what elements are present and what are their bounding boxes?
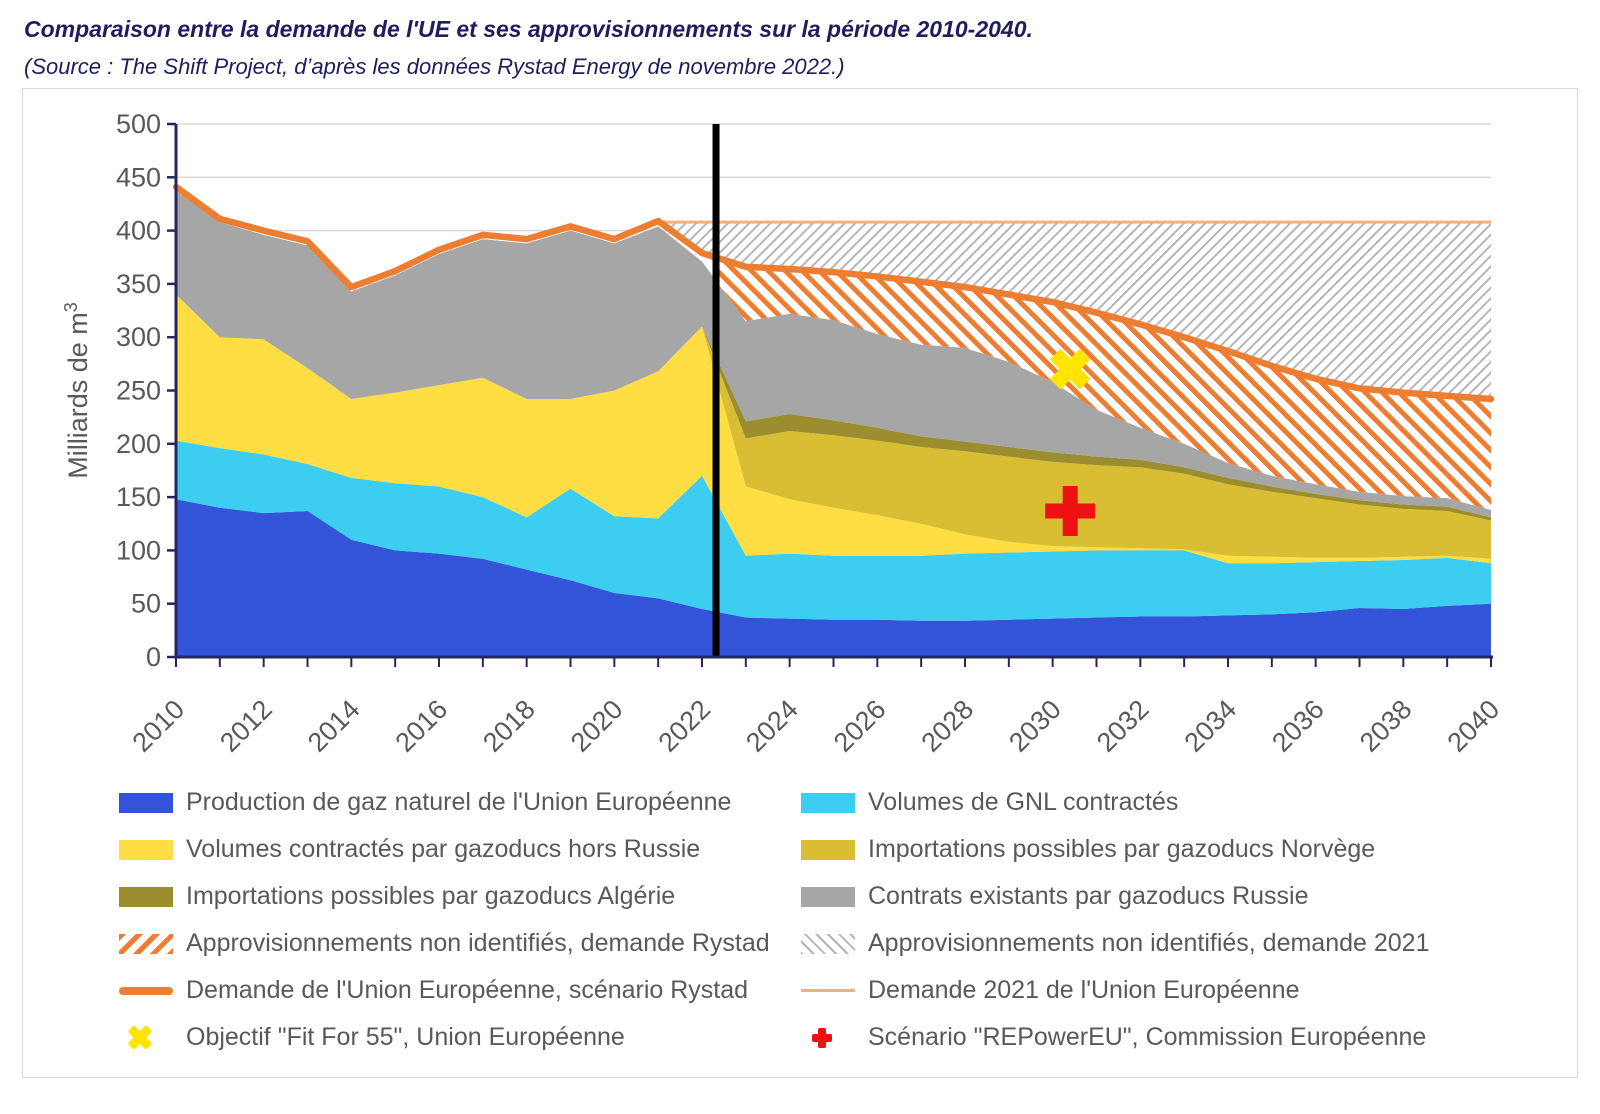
svg-text:150: 150 xyxy=(116,482,161,512)
svg-text:2030: 2030 xyxy=(1003,694,1067,758)
legend-item-9: Demande 2021 de l'Union Européenne xyxy=(801,976,1577,1005)
x-marker-icon xyxy=(119,1025,173,1050)
area-production_ue xyxy=(176,499,1491,657)
legend-item-3: Importations possibles par gazoducs Norv… xyxy=(801,835,1577,864)
legend-item-2: Volumes contractés par gazoducs hors Rus… xyxy=(119,835,801,864)
legend: Production de gaz naturel de l'Union Eur… xyxy=(23,779,1577,1061)
legend-swatch-icon xyxy=(801,933,855,954)
svg-text:2032: 2032 xyxy=(1091,694,1155,758)
area-gazoducs_hors_russie xyxy=(176,294,1491,564)
area-gazoducs_norvege xyxy=(176,294,1491,559)
svg-text:50: 50 xyxy=(131,589,161,619)
legend-swatch-icon xyxy=(119,933,173,954)
svg-text:2038: 2038 xyxy=(1354,694,1418,758)
legend-label: Importations possibles par gazoducs Algé… xyxy=(186,882,676,910)
legend-swatch-icon xyxy=(801,989,855,992)
area-gazoducs_algerie xyxy=(176,294,1491,521)
svg-text:2022: 2022 xyxy=(653,694,717,758)
line-demande_rystad xyxy=(172,183,1495,403)
legend-swatch-icon xyxy=(119,839,173,860)
legend-label: Approvisionnements non identifiés, deman… xyxy=(186,929,770,957)
legend-label: Demande 2021 de l'Union Européenne xyxy=(868,976,1300,1004)
legend-swatch-icon xyxy=(801,792,855,813)
hatch-non_identifies_rystad xyxy=(716,257,1491,510)
legend-item-6: Approvisionnements non identifiés, deman… xyxy=(119,929,801,958)
legend-label: Approvisionnements non identifiés, deman… xyxy=(868,929,1430,957)
legend-label: Volumes contractés par gazoducs hors Rus… xyxy=(186,835,701,863)
legend-swatch-icon xyxy=(119,986,173,995)
area-gnl_contractes xyxy=(176,440,1491,621)
legend-label: Objectif "Fit For 55", Union Européenne xyxy=(186,1023,625,1051)
legend-swatch-icon xyxy=(119,886,173,907)
legend-item-5: Contrats existants par gazoducs Russie xyxy=(801,882,1577,911)
svg-text:2010: 2010 xyxy=(127,694,191,758)
svg-text:2036: 2036 xyxy=(1266,694,1330,758)
legend-label: Scénario "REPowerEU", Commission Europée… xyxy=(868,1023,1427,1051)
svg-text:400: 400 xyxy=(116,216,161,246)
svg-text:2012: 2012 xyxy=(214,694,278,758)
legend-item-4: Importations possibles par gazoducs Algé… xyxy=(119,882,801,911)
legend-item-10: Objectif "Fit For 55", Union Européenne xyxy=(119,1023,801,1052)
svg-text:100: 100 xyxy=(116,535,161,565)
legend-item-11: Scénario "REPowerEU", Commission Europée… xyxy=(801,1023,1577,1052)
plus-marker-icon xyxy=(801,1027,855,1048)
svg-text:200: 200 xyxy=(116,429,161,459)
svg-text:2024: 2024 xyxy=(740,694,804,758)
chart-title: Comparaison entre la demande de l'UE et … xyxy=(24,16,1033,42)
legend-label: Production de gaz naturel de l'Union Eur… xyxy=(186,788,732,816)
svg-text:2014: 2014 xyxy=(302,694,366,758)
chart-container: 0 50 100 150 200 250 300 350 400 450 500 2010 2012 20… xyxy=(22,88,1578,1078)
legend-label: Importations possibles par gazoducs Norv… xyxy=(868,835,1376,863)
legend-item-8: Demande de l'Union Européenne, scénario … xyxy=(119,976,801,1005)
legend-label: Demande de l'Union Européenne, scénario … xyxy=(186,976,749,1004)
svg-text:2026: 2026 xyxy=(828,694,892,758)
svg-text:250: 250 xyxy=(116,376,161,406)
svg-text:500: 500 xyxy=(116,109,161,139)
svg-text:2040: 2040 xyxy=(1442,694,1506,758)
legend-swatch-icon xyxy=(801,839,855,860)
marker-repowereu xyxy=(1045,485,1096,536)
legend-swatch-icon xyxy=(801,886,855,907)
svg-text:2016: 2016 xyxy=(390,694,454,758)
svg-text:2034: 2034 xyxy=(1179,694,1243,758)
area-gazoducs_russie xyxy=(176,191,1491,518)
svg-text:350: 350 xyxy=(116,269,161,299)
legend-item-0: Production de gaz naturel de l'Union Eur… xyxy=(119,788,801,817)
chart-svg: 0 50 100 150 200 250 300 350 400 450 500 2010 2012 20… xyxy=(61,109,1506,758)
legend-item-1: Volumes de GNL contractés xyxy=(801,788,1577,817)
svg-text:2028: 2028 xyxy=(916,694,980,758)
svg-text:450: 450 xyxy=(116,162,161,192)
chart-subtitle: (Source : The Shift Project, d’après les… xyxy=(24,54,845,79)
legend-label: Contrats existants par gazoducs Russie xyxy=(868,882,1309,910)
hatch-non_identifies_2021 xyxy=(659,222,1491,400)
svg-text:2020: 2020 xyxy=(565,694,629,758)
legend-swatch-icon xyxy=(119,792,173,813)
legend-label: Volumes de GNL contractés xyxy=(868,788,1179,816)
marker-fit_for_55 xyxy=(1049,348,1091,390)
svg-text:300: 300 xyxy=(116,322,161,352)
svg-text:0: 0 xyxy=(146,642,161,672)
legend-item-7: Approvisionnements non identifiés, deman… xyxy=(801,929,1577,958)
y-axis-title: Milliards de m3 xyxy=(61,302,93,479)
svg-text:2018: 2018 xyxy=(477,694,541,758)
